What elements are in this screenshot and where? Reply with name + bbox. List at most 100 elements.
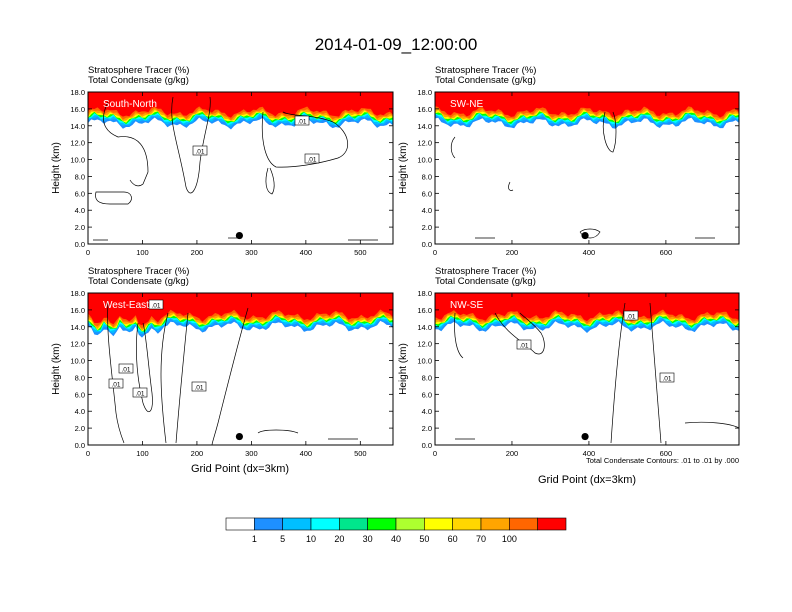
colorbar-swatch	[452, 517, 482, 531]
colorbar-swatch	[509, 517, 538, 531]
colorbar-swatch	[282, 517, 312, 531]
tracer-fill-band	[88, 293, 393, 326]
condensate-contour	[257, 429, 358, 440]
x-tick-label: 300	[245, 248, 258, 257]
condensate-contour	[508, 181, 514, 191]
condensate-contour	[494, 312, 545, 355]
colorbar-swatch	[339, 517, 368, 531]
x-tick-label: 400	[300, 248, 313, 257]
plot-frame	[434, 91, 740, 245]
colorbar-swatch	[424, 517, 453, 531]
location-marker	[581, 432, 589, 441]
svg-text:.01: .01	[121, 367, 130, 374]
y-tick-label: 16.0	[417, 105, 432, 114]
chart-panel: Stratosphere Tracer (%)Total Condensate …	[51, 266, 394, 458]
y-axis-label: Height (km)	[398, 142, 409, 194]
x-tick-label: 600	[660, 248, 673, 257]
y-tick-label: 6.0	[75, 189, 85, 198]
colorbar-swatch	[310, 517, 340, 531]
tracer-fill-band	[435, 92, 739, 118]
panel-label: West-East	[103, 300, 149, 311]
contour-label: .01	[191, 381, 207, 392]
colorbar-label: 30	[363, 534, 373, 544]
y-tick-label: 0.0	[422, 441, 432, 450]
y-tick-label: 12.0	[70, 139, 85, 148]
y-tick-label: 6.0	[422, 189, 432, 198]
y-tick-label: 8.0	[75, 172, 85, 181]
x-tick-label: 0	[433, 449, 437, 458]
colorbar-swatch	[537, 517, 567, 531]
panel-header-tracer: Stratosphere Tracer (%)	[88, 266, 189, 277]
panel-header-tracer: Stratosphere Tracer (%)	[435, 266, 536, 277]
x-tick-label: 0	[433, 248, 437, 257]
x-tick-label: 0	[86, 248, 90, 257]
colorbar-swatch	[480, 517, 510, 531]
y-tick-label: 16.0	[70, 105, 85, 114]
condensate-contour	[107, 302, 125, 444]
contour-label: .01	[659, 372, 675, 383]
y-tick-label: 8.0	[75, 373, 85, 382]
condensate-contour	[684, 421, 740, 429]
y-tick-label: 8.0	[422, 172, 432, 181]
svg-text:.01: .01	[519, 343, 528, 350]
x-tick-label: 100	[136, 248, 149, 257]
plot-frame	[434, 292, 740, 446]
y-tick-label: 10.0	[417, 156, 432, 165]
svg-text:.01: .01	[662, 376, 671, 383]
y-tick-label: 4.0	[75, 407, 85, 416]
colorbar-swatch	[395, 517, 425, 531]
panel-header-condensate: Total Condensate (g/kg)	[88, 276, 189, 287]
x-tick-label: 200	[506, 248, 519, 257]
condensate-contour	[171, 96, 211, 194]
y-tick-label: 4.0	[75, 206, 85, 215]
colorbar-swatch	[254, 517, 283, 531]
x-tick-label: 400	[583, 449, 596, 458]
y-tick-label: 14.0	[70, 122, 85, 131]
x-tick-label: 200	[506, 449, 519, 458]
contour-footnote: Total Condensate Contours: .01 to .01 by…	[586, 456, 739, 465]
y-tick-label: 14.0	[417, 323, 432, 332]
location-marker	[581, 231, 589, 240]
x-axis-label-left: Grid Point (dx=3km)	[191, 463, 289, 475]
colorbar-label: 20	[334, 534, 344, 544]
y-tick-label: 12.0	[70, 340, 85, 349]
y-tick-label: 10.0	[70, 156, 85, 165]
panel-label: South-North	[103, 99, 157, 110]
y-tick-label: 0.0	[75, 240, 85, 249]
y-tick-label: 4.0	[422, 407, 432, 416]
contour-label: .01	[623, 310, 639, 321]
y-tick-label: 18.0	[417, 88, 432, 97]
condensate-contour	[454, 312, 464, 359]
condensate-contour	[103, 101, 149, 187]
x-tick-label: 500	[354, 248, 367, 257]
contour-label: .01	[118, 363, 134, 374]
y-tick-label: 18.0	[417, 289, 432, 298]
location-marker	[235, 231, 244, 240]
x-axis-label-right: Grid Point (dx=3km)	[538, 474, 636, 486]
y-tick-label: 12.0	[417, 340, 432, 349]
colorbar: 1 5 10 20 30 40 50 60 70 100	[225, 517, 567, 544]
contour-label: .01	[148, 299, 164, 310]
condensate-contour	[450, 136, 456, 159]
svg-text:.01: .01	[195, 149, 204, 156]
panel-header-condensate: Total Condensate (g/kg)	[435, 75, 536, 86]
condensate-contour	[602, 111, 617, 153]
y-tick-label: 2.0	[75, 223, 85, 232]
svg-text:.01: .01	[194, 385, 203, 392]
x-tick-label: 400	[583, 248, 596, 257]
contour-label: .01	[192, 145, 208, 156]
y-axis-label: Height (km)	[51, 343, 62, 395]
contour-label: .01	[516, 339, 532, 350]
condensate-contour	[136, 322, 153, 413]
y-tick-label: 6.0	[422, 390, 432, 399]
y-tick-label: 14.0	[417, 122, 432, 131]
svg-text:.01: .01	[297, 119, 306, 126]
contour-label: .01	[304, 153, 320, 164]
panel-label: NW-SE	[450, 300, 483, 311]
colorbar-label: 10	[306, 534, 316, 544]
x-tick-label: 500	[354, 449, 367, 458]
colorbar-label: 40	[391, 534, 401, 544]
chart-panel: Stratosphere Tracer (%)Total Condensate …	[398, 65, 740, 257]
location-marker	[235, 432, 244, 441]
